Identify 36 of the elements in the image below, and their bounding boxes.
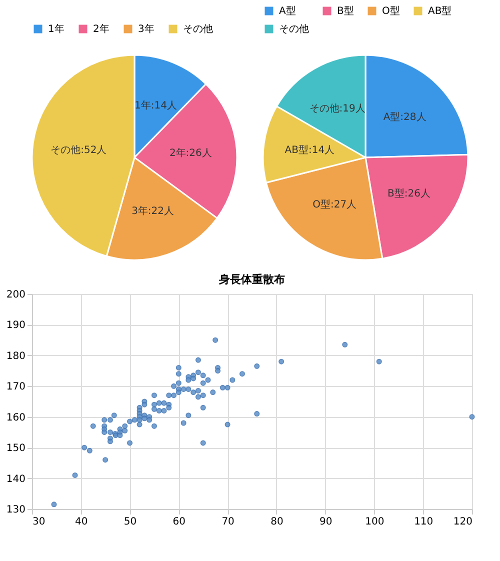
data-label: O型:27人: [312, 198, 357, 211]
data-label: 3年:22人: [132, 204, 174, 217]
data-label: A型:28人: [383, 111, 426, 124]
data-label: その他:52人: [50, 144, 107, 156]
data-label: AB型:14人: [284, 144, 335, 156]
legend-label: 2年: [93, 23, 110, 35]
x-tick-label: 90: [319, 516, 332, 528]
y-tick-label: 150: [6, 443, 26, 454]
y-tick-label: 170: [6, 382, 26, 393]
x-tick-label: 110: [414, 516, 434, 528]
chart-title: 身長体重散布: [218, 273, 285, 286]
data-label: 1年:14人: [134, 99, 177, 112]
legend-label: O型: [382, 5, 400, 17]
legend-label: AB型: [428, 5, 452, 17]
y-tick-label: 190: [6, 320, 26, 332]
legend-label: A型: [279, 5, 296, 17]
y-tick-label: 140: [6, 474, 26, 485]
data-label: B型:26人: [388, 187, 430, 200]
x-tick-label: 30: [32, 516, 46, 528]
x-tick-label: 50: [124, 516, 137, 528]
y-tick-label: 200: [6, 290, 26, 300]
x-tick-label: 120: [453, 516, 472, 528]
x-tick-label: 40: [75, 516, 88, 528]
x-tick-label: 80: [270, 516, 284, 528]
y-tick-label: 180: [6, 350, 26, 362]
x-tick-label: 60: [172, 516, 186, 528]
legend-label: その他: [183, 23, 213, 35]
legend-label: 1年: [48, 23, 64, 35]
y-tick-label: 130: [6, 504, 26, 516]
legend-label: その他: [279, 23, 309, 35]
data-label: 2年:26人: [169, 146, 212, 159]
y-tick-label: 160: [6, 412, 26, 424]
x-tick-label: 70: [222, 516, 234, 528]
legend-label: 3年: [138, 23, 154, 35]
legend-label: B型: [337, 5, 354, 17]
x-tick-label: 100: [365, 516, 384, 528]
